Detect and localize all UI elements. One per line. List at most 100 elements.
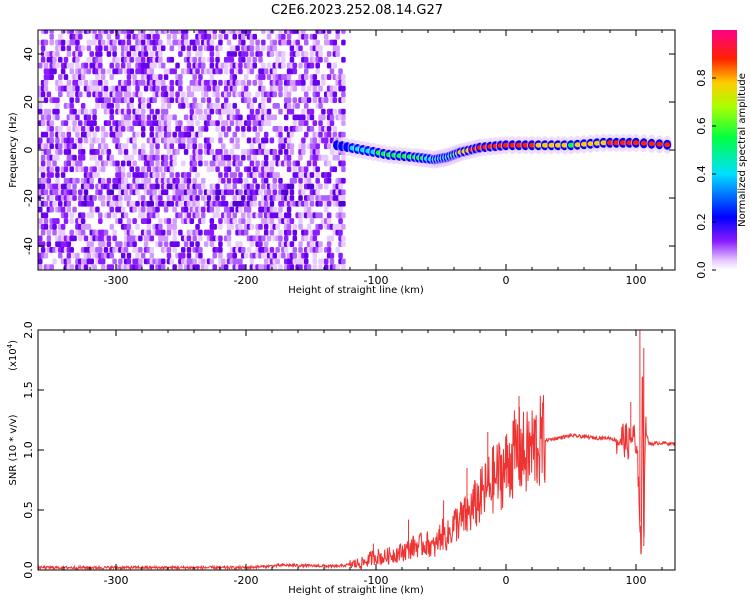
noise-cell <box>315 149 320 155</box>
noise-cell <box>72 143 77 150</box>
noise-cell <box>195 172 200 178</box>
noise-cell <box>98 62 103 69</box>
noise-cell <box>146 166 152 173</box>
noise-cell <box>295 51 300 57</box>
noise-cell <box>98 218 103 224</box>
noise-cell <box>255 91 260 98</box>
noise-cell <box>338 229 343 236</box>
noise-cell <box>318 246 323 253</box>
noise-cell <box>115 137 120 144</box>
noise-cell <box>272 189 278 196</box>
noise-cell <box>232 33 237 40</box>
noise-cell <box>195 223 200 230</box>
figure-title: C2E6.2023.252.08.14.G27 <box>271 3 443 18</box>
ridge-core <box>509 142 516 148</box>
noise-cell <box>281 62 286 69</box>
noise-cell <box>52 258 57 265</box>
noise-cell <box>132 206 137 213</box>
noise-cell <box>46 108 52 115</box>
noise-cell <box>126 258 132 265</box>
noise-cell <box>169 143 175 150</box>
noise-cell <box>123 246 129 253</box>
noise-cell <box>132 74 137 80</box>
noise-cell <box>126 74 132 80</box>
noise-cell <box>235 137 240 144</box>
noise-cell <box>341 223 346 230</box>
noise-cell <box>181 252 186 259</box>
noise-cell <box>169 97 175 103</box>
noise-cell <box>100 195 106 201</box>
noise-cell <box>95 102 100 109</box>
ridge-core <box>613 140 620 146</box>
noise-cell <box>201 212 206 219</box>
noise-cell <box>152 97 157 103</box>
ridge-core <box>503 142 509 148</box>
noise-cell <box>80 229 86 236</box>
noise-cell <box>72 195 77 201</box>
noise-cell <box>329 258 335 265</box>
noise-cell <box>140 166 146 173</box>
x-tick-label: -100 <box>364 574 389 587</box>
noise-cell <box>229 223 235 230</box>
noise-cell <box>226 91 232 98</box>
noise-cell <box>92 264 97 270</box>
noise-cell <box>341 264 346 270</box>
noise-cell <box>203 126 209 132</box>
noise-cell <box>326 62 332 69</box>
noise-cell <box>89 177 94 184</box>
noise-cell <box>198 235 203 242</box>
noise-cell <box>326 172 332 178</box>
noise-cell <box>92 114 97 121</box>
noise-cell <box>298 177 303 184</box>
noise-cell <box>229 120 235 127</box>
noise-cell <box>269 137 275 144</box>
snr-x-label: Height of straight line (km) <box>288 585 424 596</box>
noise-cell <box>86 45 92 52</box>
noise-cell <box>63 212 69 219</box>
ridge-core <box>648 141 655 147</box>
noise-cell <box>252 172 257 178</box>
noise-cell <box>126 120 132 127</box>
noise-cell <box>226 183 232 190</box>
noise-cell <box>58 149 63 155</box>
noise-cell <box>86 56 92 63</box>
noise-cell <box>100 126 106 132</box>
noise-cell <box>46 235 52 242</box>
noise-cell <box>78 33 83 40</box>
noise-cell <box>206 30 212 34</box>
noise-cell <box>309 195 315 201</box>
noise-cell <box>166 246 172 253</box>
noise-cell <box>89 212 94 219</box>
noise-cell <box>181 102 186 109</box>
noise-cell <box>315 143 320 150</box>
noise-cell <box>229 68 235 75</box>
snr-x-ticks: -300 -200 -100 0 100 <box>37 330 663 587</box>
noise-cell <box>80 45 86 52</box>
noise-cell <box>152 189 157 196</box>
noise-cell <box>160 102 166 109</box>
noise-cell <box>192 56 197 63</box>
noise-cell <box>338 252 343 259</box>
noise-cell <box>78 51 83 57</box>
noise-cell <box>181 143 186 150</box>
noise-cell <box>232 252 237 259</box>
noise-cell <box>120 166 126 173</box>
noise-cell <box>75 114 80 121</box>
noise-cell <box>238 120 243 127</box>
noise-cell <box>329 68 335 75</box>
noise-cell <box>100 166 106 173</box>
noise-cell <box>155 154 160 161</box>
noise-cell <box>106 97 112 103</box>
noise-cell <box>75 39 80 46</box>
ridge-core <box>587 141 594 147</box>
noise-cell <box>49 166 54 173</box>
noise-cell <box>289 195 295 201</box>
noise-cell <box>40 120 46 127</box>
noise-cell <box>43 218 49 224</box>
y-tick-label: 0 <box>22 147 35 154</box>
noise-cell <box>312 235 318 242</box>
noise-cell <box>183 206 189 213</box>
noise-cell <box>241 154 246 161</box>
noise-cell <box>315 189 320 196</box>
noise-cell <box>78 120 83 127</box>
